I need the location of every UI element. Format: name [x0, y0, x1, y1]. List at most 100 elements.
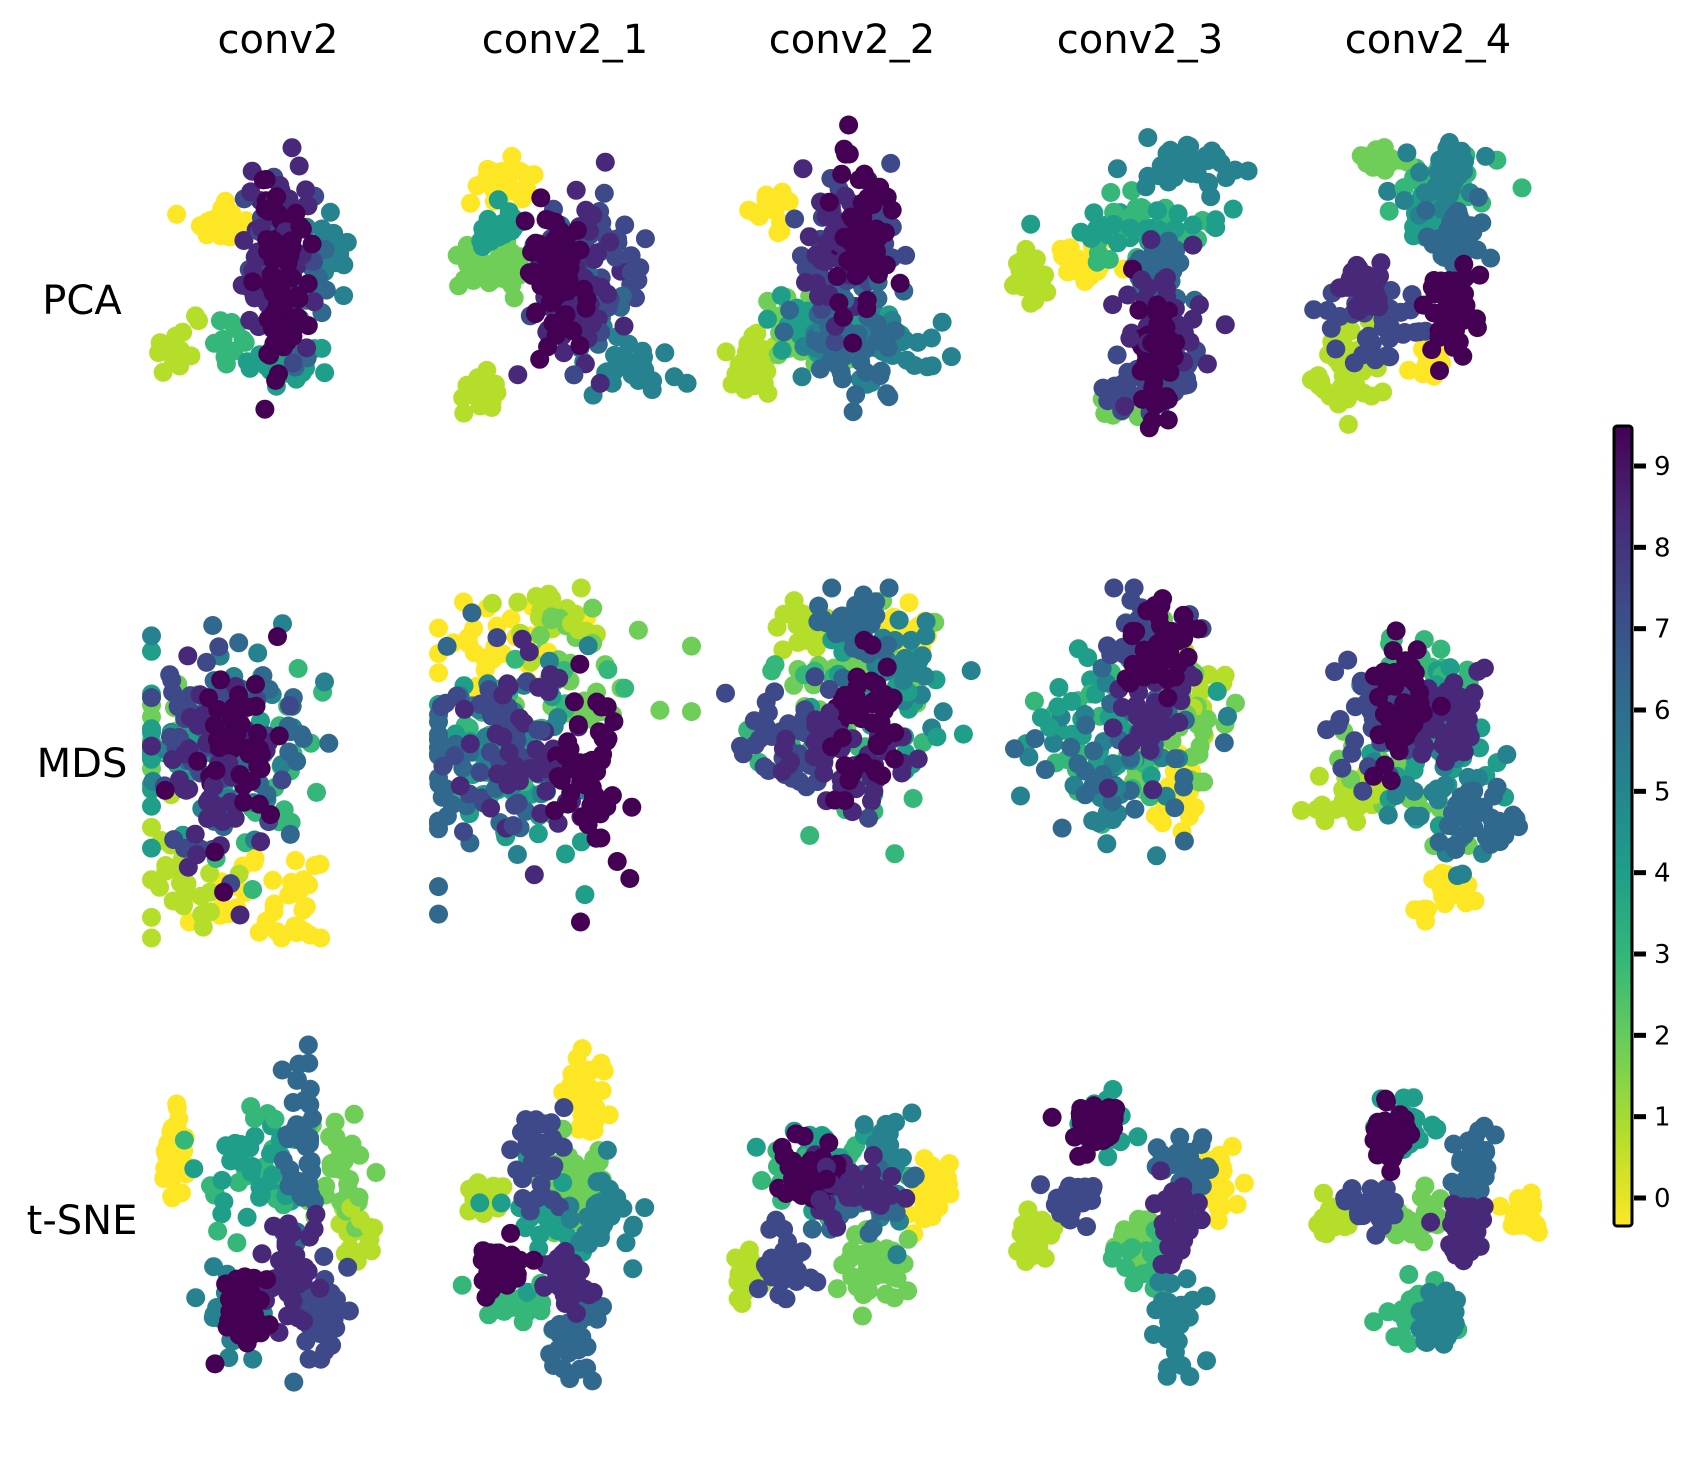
scatter-point — [230, 765, 250, 785]
scatter-point — [1173, 1204, 1193, 1223]
scatter-point — [523, 1156, 543, 1176]
scatter-point — [595, 152, 615, 172]
scatter-point — [1326, 339, 1346, 359]
scatter-point — [483, 380, 503, 400]
scatter-point — [235, 332, 255, 352]
scatter-point — [528, 720, 548, 740]
scatter-point — [1098, 1147, 1118, 1167]
scatter-point — [1021, 214, 1041, 234]
scatter-point — [234, 792, 254, 812]
scatter-point — [1143, 411, 1162, 431]
scatter-point — [454, 699, 474, 719]
scatter-point — [761, 1248, 781, 1268]
scatter-point — [1138, 128, 1158, 148]
scatter-point — [1168, 1144, 1187, 1164]
scatter-point — [506, 756, 526, 776]
scatter-point — [1476, 146, 1496, 166]
scatter-point — [153, 362, 173, 382]
scatter-point — [1062, 692, 1082, 711]
scatter-point — [176, 780, 196, 800]
scatter-point — [758, 703, 778, 723]
scatter-point — [1378, 181, 1398, 201]
scatter-point — [1410, 162, 1430, 182]
scatter-point — [238, 697, 258, 717]
scatter-point — [793, 159, 813, 179]
scatter-point — [1075, 272, 1095, 291]
scatter-point — [463, 385, 483, 404]
scatter-point — [1142, 333, 1162, 353]
scatter-point — [429, 904, 448, 924]
scatter-point — [324, 1309, 344, 1329]
scatter-point — [1149, 607, 1169, 627]
scatter-point — [265, 1109, 285, 1129]
scatter-point — [1081, 229, 1101, 248]
scatter-point — [502, 146, 522, 166]
scatter-point — [852, 1306, 872, 1326]
scatter-point — [520, 759, 540, 778]
scatter-point — [330, 1147, 350, 1167]
scatter-point — [275, 235, 295, 255]
scatter-point — [799, 227, 819, 247]
scatter-point — [553, 1359, 573, 1379]
scatter-point — [299, 1053, 319, 1073]
scatter-point — [1421, 1212, 1441, 1232]
scatter-point — [507, 1268, 527, 1288]
scatter-point — [250, 1290, 270, 1310]
scatter-point — [664, 367, 684, 387]
scatter-point — [1129, 300, 1149, 320]
scatter-point — [819, 680, 839, 699]
scatter-point — [560, 739, 580, 759]
scatter-point — [772, 184, 792, 204]
scatter-point — [806, 715, 826, 735]
scatter-point — [186, 1288, 206, 1308]
scatter-point — [1193, 1128, 1213, 1148]
scatter-point — [532, 745, 552, 765]
scatter-point — [1197, 354, 1217, 374]
scatter-point — [548, 708, 568, 728]
scatter-point — [1191, 681, 1211, 701]
scatter-point — [243, 880, 263, 899]
scatter-point — [1444, 323, 1464, 343]
scatter-point — [1497, 745, 1517, 764]
scatter-point — [862, 635, 882, 655]
scatter-point — [604, 712, 624, 732]
scatter-point — [497, 164, 516, 184]
scatter-point — [251, 832, 271, 852]
scatter-point — [1380, 329, 1399, 349]
scatter-point — [221, 710, 241, 730]
scatter-point — [1011, 786, 1030, 806]
scatter-point — [1159, 231, 1178, 251]
scatter-point — [1082, 1119, 1102, 1139]
scatter-point — [621, 262, 641, 282]
column-label: conv2_3 — [1057, 17, 1223, 63]
scatter-point — [792, 367, 812, 387]
scatter-point — [833, 728, 852, 748]
scatter-point — [1439, 133, 1459, 152]
scatter-panel — [716, 578, 981, 864]
scatter-point — [903, 789, 923, 808]
scatter-point — [1379, 201, 1399, 221]
scatter-point — [953, 724, 973, 744]
scatter-point — [454, 403, 474, 423]
scatter-point — [576, 1230, 596, 1250]
scatter-point — [1120, 218, 1140, 238]
scatter-point — [289, 156, 309, 176]
scatter-point — [149, 343, 169, 363]
scatter-point — [570, 336, 590, 356]
scatter-point — [1331, 377, 1351, 397]
scatter-point — [449, 276, 469, 296]
scatter-panel — [452, 1039, 655, 1391]
scatter-point — [213, 812, 233, 831]
scatter-point — [560, 1335, 580, 1355]
scatter-point — [167, 204, 187, 224]
scatter-point — [615, 678, 635, 698]
scatter-point — [1097, 834, 1117, 854]
scatter-point — [188, 751, 208, 771]
scatter-point — [240, 310, 260, 330]
scatter-point — [1413, 703, 1433, 723]
scatter-point — [1424, 303, 1444, 323]
scatter-point — [590, 793, 610, 813]
scatter-point — [319, 733, 339, 753]
scatter-point — [562, 1064, 582, 1084]
scatter-point — [1368, 1112, 1388, 1132]
